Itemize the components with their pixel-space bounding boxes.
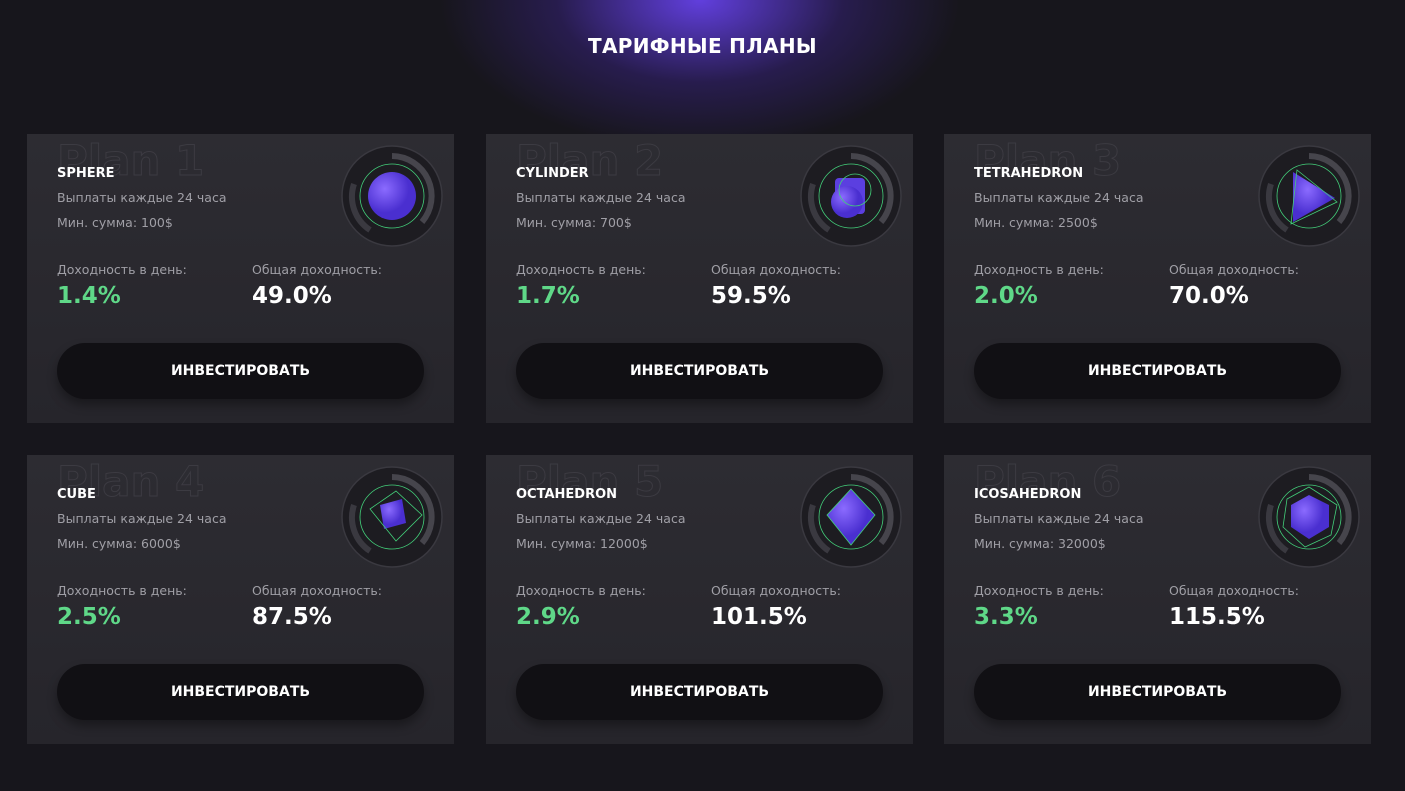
daily-value: 1.4% xyxy=(57,283,121,309)
plan-card: Plan 4 CUBE Выплаты каждые 24 часа Мин. сум… xyxy=(27,455,454,744)
plan-card: Plan 1 SPHERE Выплаты каждые 24 часа Мин. с… xyxy=(27,134,454,423)
daily-value: 2.5% xyxy=(57,604,121,630)
invest-button[interactable]: ИНВЕСТИРОВАТЬ xyxy=(974,343,1341,399)
plan-card: Plan 6 ICOSAHEDRON Выплаты каждые 24 часа М… xyxy=(944,455,1371,744)
plan-card: Plan 3 TETRAHEDRON Выплаты каждые 24 часа М… xyxy=(944,134,1371,423)
total-value: 115.5% xyxy=(1169,604,1265,630)
icon-graphic xyxy=(341,466,443,568)
plan-name: ICOSAHEDRON xyxy=(974,487,1082,502)
page-title: ТАРИФНЫЕ ПЛАНЫ xyxy=(588,34,817,58)
plan-icon xyxy=(1257,144,1361,252)
plan-card: Plan 2 CYLINDER Выплаты каждые 24 часа Мин.… xyxy=(486,134,913,423)
total-value: 70.0% xyxy=(1169,283,1249,309)
total-label: Общая доходность: xyxy=(252,262,383,277)
plan-name: SPHERE xyxy=(57,166,115,181)
plan-name: OCTAHEDRON xyxy=(516,487,618,502)
plan-watermark: Plan 6 xyxy=(973,457,1122,507)
daily-label: Доходность в день: xyxy=(974,583,1104,598)
plan-payout: Выплаты каждые 24 часа xyxy=(516,190,686,205)
icon-graphic xyxy=(800,145,902,247)
daily-label: Доходность в день: xyxy=(516,262,646,277)
plan-watermark: Plan 2 xyxy=(515,136,664,186)
plan-min-sum: Мин. сумма: 700$ xyxy=(516,215,632,230)
invest-button[interactable]: ИНВЕСТИРОВАТЬ xyxy=(516,664,883,720)
plan-payout: Выплаты каждые 24 часа xyxy=(57,511,227,526)
icon-graphic xyxy=(800,466,902,568)
invest-button[interactable]: ИНВЕСТИРОВАТЬ xyxy=(974,664,1341,720)
plan-min-sum: Мин. сумма: 32000$ xyxy=(974,536,1106,551)
plan-watermark: Plan 5 xyxy=(515,457,664,507)
plan-icon xyxy=(340,144,444,252)
plan-icon xyxy=(799,465,903,573)
plan-min-sum: Мин. сумма: 100$ xyxy=(57,215,173,230)
plan-name: CUBE xyxy=(57,487,96,502)
daily-value: 1.7% xyxy=(516,283,580,309)
invest-button[interactable]: ИНВЕСТИРОВАТЬ xyxy=(516,343,883,399)
plan-name: TETRAHEDRON xyxy=(974,166,1084,181)
invest-button[interactable]: ИНВЕСТИРОВАТЬ xyxy=(57,664,424,720)
plan-watermark: Plan 3 xyxy=(973,136,1122,186)
total-value: 59.5% xyxy=(711,283,791,309)
daily-value: 2.0% xyxy=(974,283,1038,309)
plan-payout: Выплаты каждые 24 часа xyxy=(974,190,1144,205)
icon-graphic xyxy=(1258,466,1360,568)
icon-graphic xyxy=(1258,145,1360,247)
daily-value: 3.3% xyxy=(974,604,1038,630)
daily-value: 2.9% xyxy=(516,604,580,630)
total-value: 87.5% xyxy=(252,604,332,630)
plan-payout: Выплаты каждые 24 часа xyxy=(974,511,1144,526)
daily-label: Доходность в день: xyxy=(57,583,187,598)
daily-label: Доходность в день: xyxy=(974,262,1104,277)
plan-min-sum: Мин. сумма: 12000$ xyxy=(516,536,648,551)
plan-name: CYLINDER xyxy=(516,166,589,181)
plan-card: Plan 5 OCTAHEDRON Выплаты каждые 24 часа Ми… xyxy=(486,455,913,744)
total-value: 49.0% xyxy=(252,283,332,309)
plan-min-sum: Мин. сумма: 6000$ xyxy=(57,536,181,551)
plan-payout: Выплаты каждые 24 часа xyxy=(516,511,686,526)
plan-watermark: Plan 4 xyxy=(56,457,205,507)
icon-graphic xyxy=(341,145,443,247)
total-label: Общая доходность: xyxy=(1169,262,1300,277)
plan-icon xyxy=(799,144,903,252)
plan-icon xyxy=(340,465,444,573)
total-label: Общая доходность: xyxy=(1169,583,1300,598)
daily-label: Доходность в день: xyxy=(57,262,187,277)
plan-icon xyxy=(1257,465,1361,573)
total-label: Общая доходность: xyxy=(711,262,842,277)
total-label: Общая доходность: xyxy=(252,583,383,598)
plan-watermark: Plan 1 xyxy=(56,136,205,186)
plan-payout: Выплаты каждые 24 часа xyxy=(57,190,227,205)
daily-label: Доходность в день: xyxy=(516,583,646,598)
invest-button[interactable]: ИНВЕСТИРОВАТЬ xyxy=(57,343,424,399)
total-label: Общая доходность: xyxy=(711,583,842,598)
plan-min-sum: Мин. сумма: 2500$ xyxy=(974,215,1098,230)
total-value: 101.5% xyxy=(711,604,807,630)
